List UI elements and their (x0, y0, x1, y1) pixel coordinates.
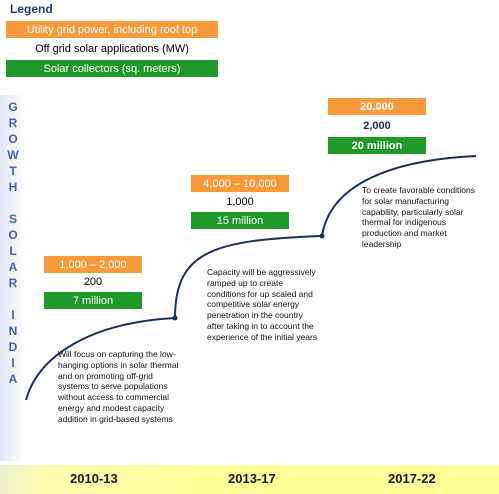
description-line: ramped up to create (207, 277, 284, 288)
side-title-letter: S (8, 212, 17, 226)
phase-3-offgrid-target: 2,000 (363, 120, 391, 132)
side-title-letter: N (8, 324, 18, 338)
description-line: hanging options in solar thermal (58, 359, 179, 370)
description-line: without access to commercial (58, 392, 170, 403)
description-line: energy and modest capacity (58, 402, 165, 413)
phase-3-grid-target: 20,000 (328, 98, 426, 115)
description-line: penetration in the country (207, 310, 303, 321)
phase-2-collectors-target: 15 million (191, 212, 289, 229)
side-title-letter: T (9, 164, 17, 178)
phase-1-grid-target: 1,000 – 2,000 (44, 256, 142, 273)
side-title-letter: H (8, 180, 18, 194)
phase-2-description: Capacity will be aggressively ramped up t… (207, 267, 317, 343)
description-line: and on promoting off-grid (58, 370, 153, 381)
side-title-letter: A (8, 372, 18, 386)
description-line: systems to serve populations (58, 381, 168, 392)
side-title-letter: I (11, 308, 15, 322)
description-line: competitive solar energy (207, 299, 300, 310)
side-title-letter: W (7, 148, 19, 162)
description-line: Will focus on capturing the low- (58, 349, 176, 359)
period-label-1: 2010-13 (70, 471, 118, 486)
description-line: experience of the initial years (207, 331, 318, 342)
side-title-letter: R (8, 276, 18, 290)
description-line: leadership (362, 238, 402, 249)
description-line: production and market (362, 228, 447, 239)
period-label-3: 2017-22 (388, 471, 436, 486)
side-title-letter: R (8, 116, 18, 130)
phase-3-description: To create favorable conditions for solar … (362, 185, 475, 250)
legend-off-grid: Off grid solar applications (MW) (35, 42, 189, 55)
side-title-letter: D (8, 340, 18, 354)
side-title-letter: I (11, 356, 15, 370)
period-label-2: 2013-17 (228, 471, 276, 486)
side-title-letter: O (8, 132, 18, 146)
side-title-letter: G (8, 100, 18, 114)
legend-solar-collectors: Solar collectors (sq. meters) (6, 60, 218, 77)
phase-2-milestone (319, 233, 325, 239)
description-line: addition in grid-based systems (58, 413, 173, 424)
description-line: Capacity will be aggressively (207, 267, 316, 277)
side-title-letter: O (8, 228, 18, 242)
side-title-bar (0, 95, 26, 461)
legend-title: Legend (10, 2, 53, 16)
description-line: after taking in to account the (207, 320, 314, 331)
description-line: capability, particularly solar (362, 206, 464, 217)
phase-2-offgrid-target: 1,000 (226, 196, 254, 208)
phase-1-description: Will focus on capturing the low-hanging … (58, 349, 179, 425)
description-line: conditions for up scaled and (207, 288, 313, 299)
description-line: for solar manufacturing (362, 195, 449, 206)
phase-3-collectors-target: 20 million (328, 137, 426, 154)
side-title-letter: A (8, 260, 18, 274)
phase-2-grid-target: 4,000 – 10,000 (191, 175, 289, 192)
description-line: thermal for indigenous (362, 217, 447, 228)
timeline-bar (0, 465, 499, 494)
phase-1-milestone (172, 315, 178, 321)
side-title-letter: L (9, 244, 17, 258)
growth-curve (25, 155, 477, 401)
phase-1-collectors-target: 7 million (44, 292, 142, 309)
legend-grid-power: Utility grid power, including roof top (6, 21, 218, 38)
description-line: To create favorable conditions (362, 185, 475, 195)
phase-1-offgrid-target: 200 (83, 276, 103, 288)
